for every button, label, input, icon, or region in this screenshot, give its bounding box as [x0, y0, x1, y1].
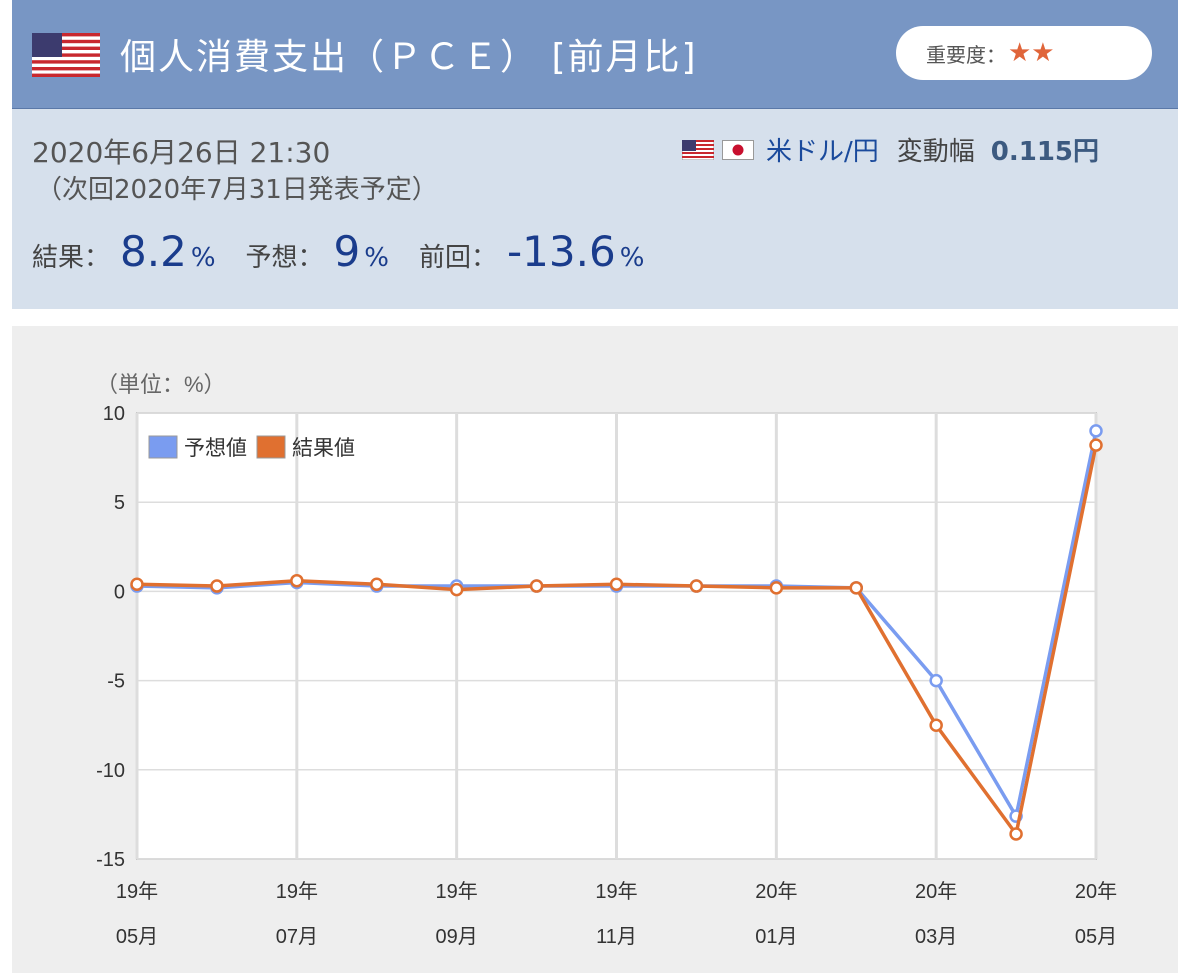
- x-tick-label: 19年: [276, 880, 318, 903]
- x-tick-label: 09月: [436, 926, 478, 948]
- data-point: [929, 718, 943, 732]
- range-label: 変動幅: [896, 137, 975, 167]
- currency-pair-row: 米ドル/円 変動幅 0.115円: [682, 131, 1099, 168]
- data-point: [1089, 438, 1103, 452]
- x-tick-label: 11月: [596, 926, 637, 948]
- forecast-value: 9: [333, 227, 361, 276]
- x-tick-label: 01月: [755, 926, 797, 948]
- data-point: [130, 577, 144, 592]
- data-point: [1009, 827, 1023, 841]
- previous-value: -13.6: [507, 227, 616, 276]
- x-tick-label: 07月: [276, 926, 318, 948]
- us-flag-icon: [682, 139, 714, 160]
- results-row: 結果： 8.2 % 予想： 9 % 前回： -13.6 %: [32, 227, 674, 276]
- data-point: [609, 577, 624, 592]
- japan-flag-icon: [722, 139, 754, 160]
- result-unit: %: [190, 243, 216, 273]
- data-point: [529, 579, 544, 593]
- result-label: 結果：: [32, 243, 111, 273]
- unit-label: （単位：%）: [96, 372, 226, 397]
- x-tick-label: 05月: [1075, 926, 1117, 948]
- data-point: [210, 579, 224, 593]
- x-tick-label: 20年: [755, 880, 797, 903]
- data-point: [769, 581, 784, 595]
- previous-unit: %: [619, 243, 645, 273]
- x-tick-label: 05月: [116, 926, 158, 948]
- legend-label: 予想値: [184, 437, 247, 460]
- us-flag-icon: [32, 33, 100, 77]
- forecast-unit: %: [364, 243, 389, 273]
- data-point: [370, 577, 384, 592]
- importance-label: 重要度：: [926, 42, 1006, 67]
- range-value: 0.115円: [990, 137, 1100, 167]
- x-tick-label: 19年: [436, 880, 478, 903]
- y-tick-label: -5: [107, 671, 125, 693]
- data-point: [689, 579, 704, 593]
- result-value: 8.2: [120, 227, 187, 276]
- data-point: [1089, 424, 1103, 438]
- chart-panel: （単位：%） 10 5 0 -5 -10 -15 19年 05月 19年 07月 19年 09月 19年 1…: [12, 326, 1178, 973]
- page-title: 個人消費支出（ＰＣＥ） [前月比]: [120, 37, 698, 78]
- y-tick-label: 0: [114, 581, 125, 603]
- x-tick-label: 20年: [915, 880, 957, 903]
- y-tick-label: 5: [114, 492, 125, 514]
- data-point: [929, 673, 943, 688]
- legend-swatch: [256, 435, 286, 459]
- x-tick-label: 19年: [595, 880, 637, 903]
- data-point: [849, 581, 863, 595]
- line-chart: （単位：%） 10 5 0 -5 -10 -15 19年 05月 19年 07月 19年 09月 19年 1…: [96, 372, 1117, 948]
- importance-badge: 重要度： ★★: [896, 26, 1152, 80]
- data-point: [290, 573, 304, 588]
- legend-swatch: [148, 435, 178, 459]
- data-point: [449, 582, 464, 597]
- y-tick-label: -15: [96, 849, 125, 871]
- forecast-label: 予想：: [245, 243, 324, 273]
- indicator-header: 個人消費支出（ＰＣＥ） [前月比] 重要度： ★★: [12, 0, 1178, 108]
- currency-pair-link[interactable]: 米ドル/円: [766, 137, 879, 167]
- x-tick-label: 20年: [1075, 880, 1117, 903]
- y-tick-label: 10: [103, 403, 125, 425]
- y-tick-label: -10: [96, 760, 125, 782]
- legend-label: 結果値: [292, 437, 355, 460]
- star-icon: ★★: [1008, 38, 1055, 68]
- indicator-info-panel: 2020年6月26日 21:30 （次回2020年7月31日発表予定） 米ドル/…: [12, 108, 1178, 309]
- x-tick-label: 19年: [116, 880, 158, 903]
- x-tick-label: 03月: [915, 926, 957, 948]
- next-release: （次回2020年7月31日発表予定）: [36, 175, 438, 205]
- release-date: 2020年6月26日 21:30: [32, 136, 331, 169]
- previous-label: 前回：: [419, 243, 498, 273]
